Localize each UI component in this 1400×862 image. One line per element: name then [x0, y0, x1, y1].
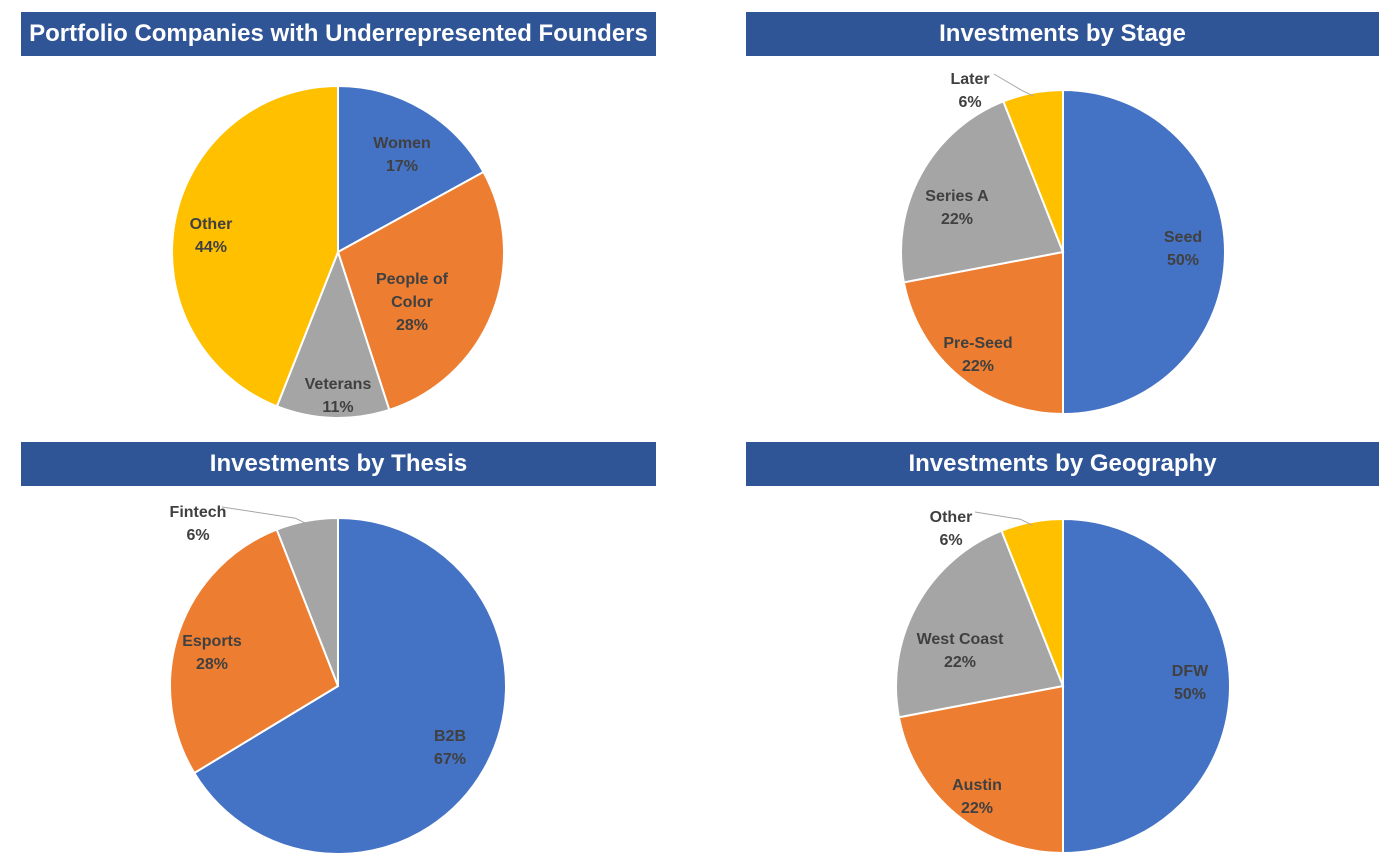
pie-slice-pre-seed	[902, 250, 1064, 416]
leader-line-fintech	[221, 506, 308, 525]
pie-slice-women	[337, 84, 485, 254]
data-label-dfw: DFW 50%	[1172, 663, 1209, 703]
data-label-later: Later 6%	[950, 71, 989, 111]
data-label-west-coast: West Coast 22%	[917, 631, 1005, 671]
data-label-other: Other 44%	[190, 216, 233, 256]
pie-slice-esports	[169, 528, 340, 775]
data-label-seed: Seed 50%	[1164, 229, 1202, 269]
pie-slice-west-coast	[895, 529, 1065, 719]
data-label-other: Other 6%	[930, 509, 973, 549]
pie-slice-fintech	[275, 516, 339, 687]
pie-slice-series-a	[899, 100, 1065, 284]
pie-slice-people-of-color	[336, 170, 505, 412]
data-label-fintech: Fintech 6%	[170, 504, 227, 544]
data-label-women: Women 17%	[373, 135, 430, 175]
pie-slice-dfw	[1062, 517, 1231, 855]
chart-title-investments-by-thesis: Investments by Thesis	[21, 442, 656, 486]
pie-slice-austin	[897, 684, 1064, 855]
pie-slice-other	[1000, 517, 1064, 687]
data-label-veterans: Veterans 11%	[305, 376, 372, 416]
chart-title-investments-by-geography: Investments by Geography	[746, 442, 1379, 486]
pie-slice-other	[171, 84, 339, 408]
pie-slice-later	[1002, 88, 1064, 253]
data-label-series-a: Series A 22%	[925, 188, 989, 228]
pie-slice-b2b	[192, 516, 507, 855]
leader-line-other	[974, 511, 1033, 526]
data-label-people-of-color: People of Color 28%	[376, 271, 449, 334]
chart-title-investments-by-stage: Investments by Stage	[746, 12, 1379, 56]
data-label-austin: Austin 22%	[952, 777, 1002, 817]
data-label-esports: Esports 28%	[182, 633, 242, 673]
leader-line-later	[993, 73, 1034, 97]
chart-title-underrepresented-founders: Portfolio Companies with Underrepresente…	[21, 12, 656, 56]
data-label-pre-seed: Pre-Seed 22%	[943, 335, 1012, 375]
data-label-b2b: B2B 67%	[434, 728, 466, 768]
pie-slice-seed	[1062, 88, 1226, 416]
pie-slice-veterans	[275, 249, 391, 419]
